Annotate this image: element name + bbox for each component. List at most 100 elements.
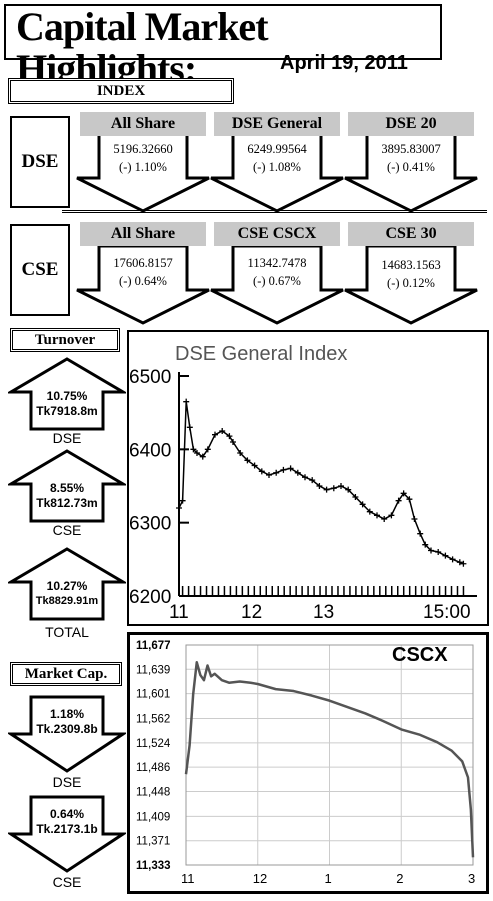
- series-line: [178, 401, 464, 565]
- card-value: 17606.8157: [113, 256, 173, 270]
- down-arrow-icon: [210, 132, 344, 213]
- cse-card-cse30: CSE 30 14683.1563 (-) 0.12%: [342, 222, 480, 326]
- y-tick-label: 11,448: [136, 786, 170, 798]
- down-arrow-icon: [210, 244, 344, 325]
- card-value: 5196.32660: [113, 142, 173, 156]
- data-point: [204, 446, 211, 453]
- down-arrow-icon: [8, 795, 126, 873]
- y-tick-label: 11,562: [136, 714, 170, 726]
- data-point: [323, 486, 330, 493]
- data-point: [194, 450, 200, 456]
- data-point: [456, 559, 463, 566]
- series-line: [184, 661, 475, 858]
- cse-label: CSE: [21, 259, 59, 280]
- data-point: [212, 431, 218, 438]
- cse-card-cscx: CSE CSCX 11342.7478 (-) 0.67%: [208, 222, 346, 326]
- data-point: [417, 530, 424, 537]
- dse-label-box: DSE: [10, 116, 70, 208]
- y-tick-label: 11,639: [136, 664, 170, 676]
- y-tick-label: 11,677: [136, 640, 171, 652]
- market-cap-cse: 0.64% Tk.2173.1b CSE: [8, 794, 126, 890]
- card-value: 6249.99564: [247, 142, 307, 156]
- data-point: [449, 556, 456, 563]
- turnover-total: 10.27% Tk8829.91m TOTAL: [8, 546, 126, 642]
- card-change: (-) 1.10%: [119, 160, 167, 174]
- card-value: 14683.1563: [381, 258, 441, 272]
- market-cap-caption: DSE: [52, 774, 82, 790]
- y-tick-label: 11,486: [136, 762, 170, 774]
- market-cap-label: Market Cap.: [10, 662, 122, 686]
- data-point: [460, 560, 467, 567]
- down-arrow-icon: [344, 244, 478, 325]
- data-point: [294, 469, 301, 476]
- data-point: [280, 466, 287, 473]
- cscx-chart-svg: 11,333 11,371 11,409 11,448 11,486 11,524 11,5…: [136, 640, 475, 886]
- data-point: [266, 472, 272, 478]
- cse-label-box: CSE: [10, 224, 70, 316]
- data-point: [352, 494, 359, 500]
- up-arrow-icon: [8, 449, 126, 523]
- data-point: [395, 497, 402, 504]
- turnover-cse: 8.55% Tk812.73m CSE: [8, 448, 126, 542]
- card-value: 3895.83007: [381, 142, 441, 156]
- cscx-chart: 11,333 11,371 11,409 11,448 11,486 11,524 11,5…: [127, 632, 489, 894]
- divider: [62, 210, 487, 217]
- turnover-caption: TOTAL: [45, 624, 89, 640]
- report-date: April 19, 2011: [280, 52, 408, 74]
- y-tick-label: 11,601: [136, 689, 170, 701]
- turnover-caption: CSE: [52, 522, 82, 538]
- turnover-label: Turnover: [10, 328, 120, 352]
- data-point: [411, 516, 418, 522]
- card-title: CSE 30: [348, 222, 474, 246]
- data-point: [345, 486, 352, 493]
- x-tick-label: 13: [313, 602, 334, 623]
- down-arrow-icon: [344, 132, 478, 213]
- card-value: 11342.7478: [247, 256, 307, 270]
- market-cap-amount: Tk.2309.8b: [36, 722, 98, 736]
- market-cap-pct: 0.64%: [49, 807, 85, 821]
- x-tick-label: 2: [396, 871, 403, 886]
- data-point: [316, 483, 323, 489]
- data-point: [230, 439, 236, 445]
- data-point: [359, 501, 366, 508]
- turnover-amount: Tk8829.91m: [35, 595, 99, 607]
- x-tick-label: 3: [468, 871, 475, 886]
- y-tick-label: 6200: [129, 587, 171, 608]
- data-point: [338, 483, 344, 489]
- data-point: [219, 428, 226, 434]
- data-point: [366, 508, 373, 515]
- dse-label: DSE: [21, 151, 59, 172]
- dse-card-general: DSE General 6249.99564 (-) 1.08%: [208, 112, 346, 213]
- dse-card-all-share: All Share 5196.32660 (-) 1.10%: [74, 112, 212, 213]
- turnover-pct: 10.27%: [46, 579, 88, 593]
- card-change: (-) 0.67%: [253, 274, 301, 288]
- card-title: All Share: [80, 222, 206, 246]
- card-change: (-) 1.08%: [253, 160, 301, 174]
- x-tick-label: 15:00: [423, 602, 471, 623]
- card-title: CSE CSCX: [214, 222, 340, 246]
- market-cap-pct: 1.18%: [49, 707, 85, 721]
- card-title: DSE General: [214, 112, 340, 136]
- data-point: [309, 477, 316, 484]
- card-change: (-) 0.41%: [387, 160, 435, 174]
- data-point: [422, 541, 429, 548]
- data-point: [226, 433, 233, 440]
- data-point: [435, 549, 442, 555]
- card-change: (-) 0.64%: [119, 274, 167, 288]
- y-tick-label: 6500: [129, 367, 171, 388]
- y-tick-label: 6300: [129, 514, 171, 535]
- market-cap-dse: 1.18% Tk.2309.8b DSE: [8, 694, 126, 790]
- down-arrow-icon: [76, 132, 210, 213]
- x-tick-label: 12: [253, 871, 267, 886]
- data-point: [302, 474, 308, 481]
- dse-general-chart: DSE General Index 6200 6300 6400 6500 11 12 13 1…: [127, 330, 489, 626]
- market-cap-amount: Tk.2173.1b: [36, 822, 98, 836]
- x-tick-label: 11: [181, 871, 195, 886]
- y-tick-label: 11,371: [136, 836, 170, 848]
- market-cap-label-text: Market Cap.: [24, 665, 108, 682]
- down-arrow-icon: [8, 695, 126, 773]
- data-point: [258, 468, 265, 475]
- x-tick-label: 12: [241, 602, 262, 623]
- y-tick-label: 11,524: [136, 738, 171, 750]
- data-point: [428, 547, 434, 554]
